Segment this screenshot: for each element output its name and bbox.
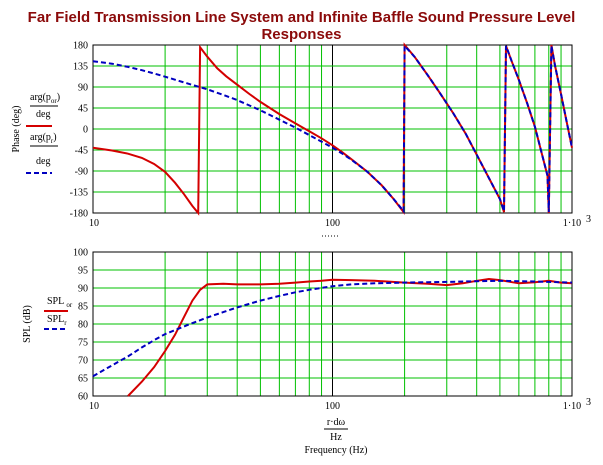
legend-den-1: deg bbox=[36, 109, 50, 120]
legend-den-2: deg bbox=[36, 156, 50, 167]
y-tick-label: 135 bbox=[73, 62, 88, 73]
legend-sub: or bbox=[66, 301, 73, 309]
x-tick-label: 100 bbox=[325, 401, 340, 412]
x-tick-exponent: 3 bbox=[586, 214, 591, 225]
y-tick-label: -135 bbox=[70, 188, 88, 199]
legend-entry-1: SPL or bbox=[47, 296, 73, 309]
x-tick-label: 1·10 bbox=[563, 218, 581, 229]
y-tick-label: 85 bbox=[78, 302, 88, 313]
y-tick-label: 70 bbox=[78, 356, 88, 367]
x-expression-numerator: r·dω bbox=[327, 417, 346, 428]
legend-sub: r bbox=[51, 137, 54, 145]
y-tick-label: -90 bbox=[75, 167, 88, 178]
y-tick-label: 0 bbox=[83, 125, 88, 136]
series-infinite-baffle bbox=[92, 43, 573, 214]
plot-frame bbox=[92, 251, 573, 397]
plot-frame bbox=[92, 44, 573, 214]
legend-entry-1: arg(por) bbox=[30, 92, 60, 105]
y-tick-label: 180 bbox=[73, 41, 88, 52]
y-tick-label: 80 bbox=[78, 320, 88, 331]
x-tick-label: 100 bbox=[325, 218, 340, 229]
chart-title: Far Field Transmission Line System and I… bbox=[27, 9, 576, 43]
legend-sub: r bbox=[64, 319, 67, 327]
legend-entry-2: arg(pr) bbox=[30, 132, 57, 145]
y-tick-label: 100 bbox=[73, 248, 88, 259]
y-tick-label: 60 bbox=[78, 392, 88, 403]
x-tick-label: 10 bbox=[89, 401, 99, 412]
y-axis-label: SPL (dB) bbox=[22, 305, 33, 343]
y-axis-label: Phase (deg) bbox=[11, 106, 22, 153]
y-tick-label: 90 bbox=[78, 284, 88, 295]
legend-suffix: ) bbox=[57, 92, 60, 103]
plot-1 bbox=[92, 42, 573, 216]
x-axis-label: Frequency (Hz) bbox=[304, 445, 367, 456]
plot-2 bbox=[92, 251, 573, 397]
y-tick-label: 65 bbox=[78, 374, 88, 385]
x-tick-exponent: 3 bbox=[586, 397, 591, 408]
y-tick-label: 95 bbox=[78, 266, 88, 277]
x-tick-label: 1·10 bbox=[563, 401, 581, 412]
y-tick-label: -180 bbox=[70, 209, 88, 220]
legend-sub: or bbox=[51, 97, 58, 105]
y-tick-label: -45 bbox=[75, 146, 88, 157]
y-tick-label: 90 bbox=[78, 83, 88, 94]
series-infinite-baffle bbox=[92, 279, 573, 378]
x-tick-label: 10 bbox=[89, 218, 99, 229]
y-tick-label: 45 bbox=[78, 104, 88, 115]
x-expression-denominator: Hz bbox=[330, 432, 342, 443]
legend-entry-2: SPLr bbox=[47, 314, 67, 327]
y-tick-label: 75 bbox=[78, 338, 88, 349]
legend-suffix: ) bbox=[53, 132, 56, 143]
